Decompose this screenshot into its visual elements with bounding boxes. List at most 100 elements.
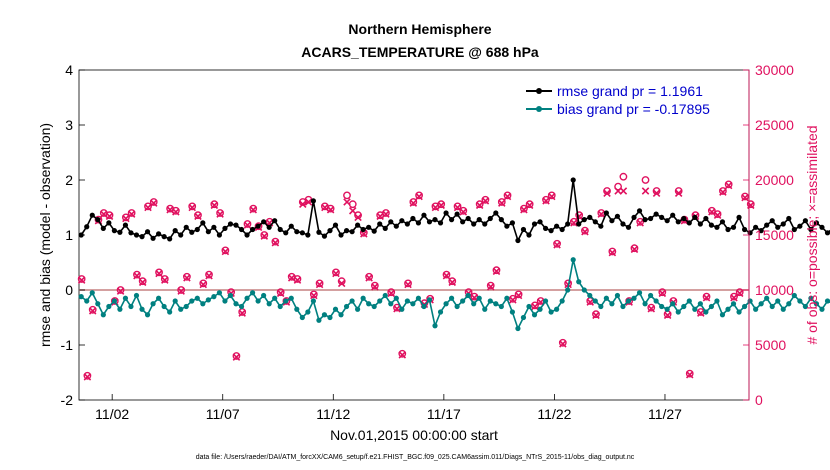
rmse-point [664, 218, 670, 224]
rmse-point [321, 233, 328, 239]
rmse-point [697, 221, 703, 227]
rmse-point [316, 229, 322, 235]
bias-point [819, 306, 825, 312]
obs_assimilated-marker [238, 309, 246, 317]
rmse-point [84, 224, 90, 230]
bias-point [172, 298, 178, 304]
bias-point [736, 309, 742, 315]
obs_possible-marker [105, 211, 114, 220]
bias-point [200, 301, 206, 307]
bias-point [537, 306, 543, 312]
obs_assimilated-marker [619, 187, 628, 195]
bias-point [183, 303, 189, 310]
legend: rmse grand pr = 1.1961 bias grand pr = -… [524, 80, 740, 120]
obs_possible-marker [404, 279, 412, 288]
rmse-point [642, 217, 648, 223]
y-left-tick-label: 3 [65, 117, 73, 133]
rmse-point [133, 232, 140, 238]
bias-point [559, 298, 565, 304]
bias-point [189, 298, 195, 304]
rmse-point [465, 215, 471, 222]
obs_assimilated-marker [337, 279, 346, 288]
rmse-point [238, 226, 245, 233]
rmse-point [598, 223, 604, 229]
bias-point [808, 295, 814, 301]
obs_assimilated-marker [636, 219, 644, 227]
rmse-point [100, 225, 106, 231]
y-left-tick-label: 0 [65, 282, 73, 298]
obs_assimilated-marker [376, 212, 384, 221]
bias-point [482, 306, 488, 312]
bias-point [692, 306, 698, 312]
bias-point [487, 298, 493, 304]
bias-point [764, 295, 770, 301]
obs_assimilated-marker [172, 208, 180, 216]
bias-point [327, 314, 333, 321]
bias-point [156, 295, 162, 301]
rmse-point [592, 219, 598, 225]
rmse-point [211, 224, 217, 230]
bias-point [360, 295, 366, 301]
rmse-point [272, 218, 278, 224]
rmse-point [194, 226, 200, 233]
rmse-point [520, 226, 527, 233]
x-tick-label: 11/27 [648, 406, 682, 422]
rmse-point [753, 224, 759, 230]
obs_assimilated-marker [404, 280, 412, 289]
obs_assimilated-marker [697, 309, 705, 317]
bias-point [813, 301, 820, 307]
obs_possible-marker [592, 310, 600, 319]
obs_possible-marker [553, 239, 561, 248]
bias-point [310, 298, 316, 304]
bias-point [802, 303, 808, 310]
y-right-tick-label: 20000 [755, 172, 794, 188]
obs_possible-marker [514, 290, 523, 299]
obs_possible-marker [685, 369, 694, 378]
bias-point [144, 312, 151, 318]
bias-point [581, 287, 587, 293]
bias-point [775, 298, 781, 304]
obs_possible-marker [199, 279, 208, 288]
obs_possible-marker [453, 202, 462, 211]
obs_assimilated-marker [100, 210, 108, 218]
bias-point [636, 290, 643, 296]
rmse-point [167, 236, 173, 242]
rmse-point [482, 221, 488, 227]
obs_possible-marker [741, 192, 749, 201]
bias-point [443, 301, 449, 307]
bias-point [797, 298, 803, 304]
rmse-point [377, 221, 383, 227]
bias-point [216, 290, 223, 296]
obs_possible-marker [254, 222, 263, 231]
bias-point [625, 298, 632, 304]
y-left-tick-label: 4 [65, 62, 73, 78]
obs_possible-marker [293, 275, 302, 283]
obs_assimilated-marker [122, 214, 130, 223]
bias-point [227, 292, 234, 299]
bias-point [139, 306, 145, 312]
obs_possible-marker [160, 275, 169, 283]
rmse-point [343, 228, 350, 234]
legend-bias-marker [536, 106, 542, 112]
obs_assimilated-marker [453, 203, 462, 212]
obs_possible-marker [641, 176, 650, 184]
bias-point [598, 303, 604, 310]
bias-point [100, 312, 106, 318]
obs_assimilated-marker [459, 208, 468, 216]
rmse-point [636, 208, 643, 214]
bias-point [576, 279, 582, 285]
obs_possible-marker [315, 279, 324, 288]
bias-point [448, 295, 455, 301]
rmse-point [294, 229, 300, 235]
rmse-point [653, 211, 659, 217]
obs_assimilated-marker [608, 248, 617, 257]
y-right-tick-label: 0 [755, 392, 763, 408]
bias-point [349, 298, 355, 304]
obs_assimilated-marker [276, 289, 285, 298]
obs_possible-marker [188, 202, 197, 211]
y-axis-left-label: rmse and bias (model - observation) [37, 123, 53, 347]
obs_possible-marker [249, 204, 258, 213]
obs_assimilated-marker [188, 203, 196, 212]
rmse-point [432, 217, 438, 223]
